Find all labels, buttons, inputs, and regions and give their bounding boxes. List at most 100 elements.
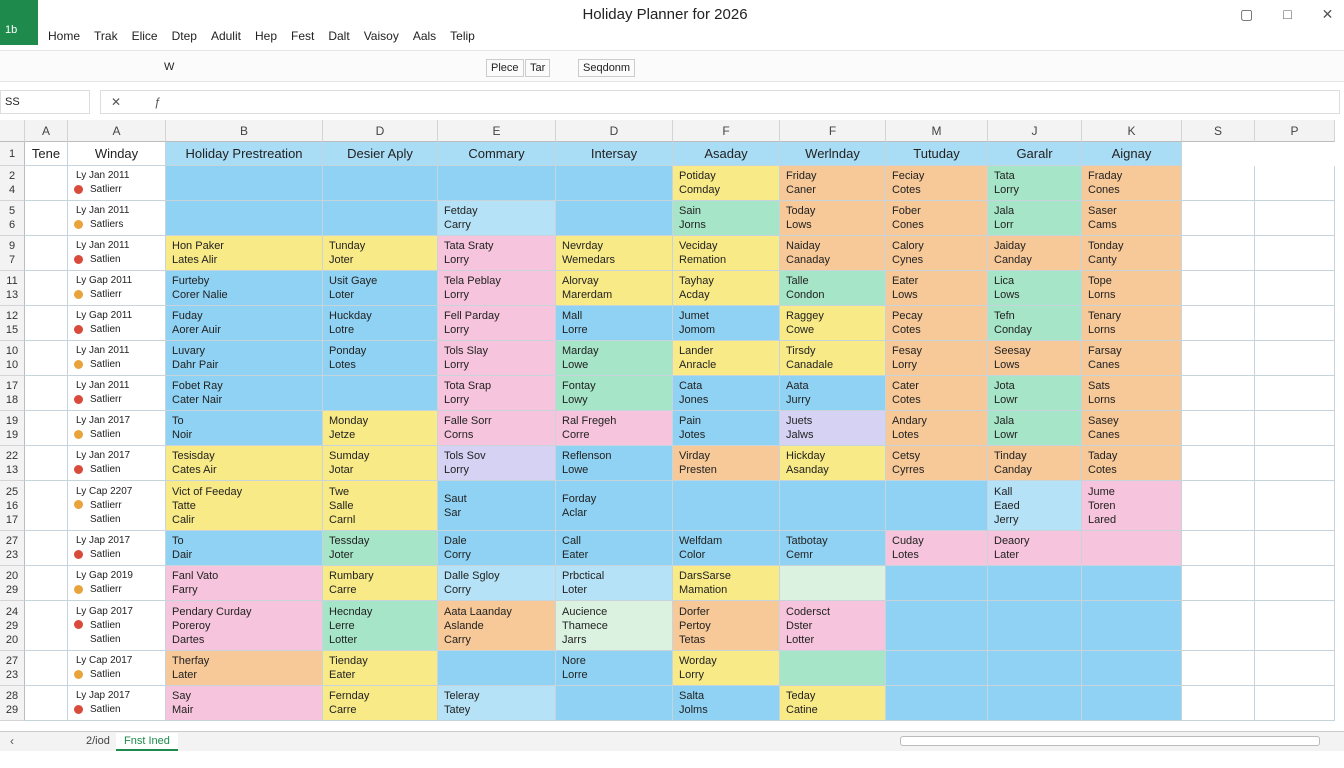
cell[interactable]: Dorfer Pertoy Tetas — [673, 601, 780, 651]
cell[interactable] — [1182, 651, 1255, 686]
cell[interactable]: Marday Lowe — [556, 341, 673, 376]
cell[interactable] — [323, 166, 438, 201]
cell[interactable]: Fetday Carry — [438, 201, 556, 236]
column-header[interactable]: F — [780, 120, 886, 142]
cell[interactable] — [25, 651, 68, 686]
row-number[interactable]: 24 29 20 — [0, 601, 25, 651]
cell[interactable]: Raggey Cowe — [780, 306, 886, 341]
cell[interactable]: Aucience Thamece Jarrs — [556, 601, 673, 651]
sheet-tab[interactable]: Fnst Ined — [116, 733, 178, 751]
date-cell[interactable]: Ly Jan 2011 Satliers — [68, 201, 166, 236]
cell[interactable]: Codersct Dster Lotter — [780, 601, 886, 651]
cell[interactable]: Alorvay Marerdam — [556, 271, 673, 306]
cell[interactable] — [1255, 376, 1335, 411]
column-header[interactable]: B — [166, 120, 323, 142]
cell[interactable]: Sumday Jotar — [323, 446, 438, 481]
column-header[interactable]: P — [1255, 120, 1335, 142]
cell[interactable] — [1255, 236, 1335, 271]
cell[interactable] — [1255, 531, 1335, 566]
cell[interactable]: Cata Jones — [673, 376, 780, 411]
cell[interactable]: Therfay Later — [166, 651, 323, 686]
cell[interactable]: Forday Aclar — [556, 481, 673, 531]
cell[interactable]: Teday Catine — [780, 686, 886, 721]
cell[interactable]: Tols Sov Lorry — [438, 446, 556, 481]
cell[interactable]: Dale Corry — [438, 531, 556, 566]
scrollbar[interactable] — [900, 736, 1320, 746]
cell[interactable]: Nevrday Wemedars — [556, 236, 673, 271]
cell[interactable] — [1082, 686, 1182, 721]
cell[interactable]: Tesisday Cates Air — [166, 446, 323, 481]
cell[interactable]: Saser Cams — [1082, 201, 1182, 236]
column-header[interactable]: A — [68, 120, 166, 142]
cell[interactable]: Veciday Remation — [673, 236, 780, 271]
cell[interactable]: Friday Caner — [780, 166, 886, 201]
cell[interactable]: Fanl Vato Farry — [166, 566, 323, 601]
cell[interactable]: To Noir — [166, 411, 323, 446]
cell[interactable]: Calory Cynes — [886, 236, 988, 271]
cell[interactable]: Prbctical Loter — [556, 566, 673, 601]
header-cell[interactable]: Desier Aply — [323, 142, 438, 166]
cell[interactable] — [25, 566, 68, 601]
formula-input[interactable]: ✕ ƒ — [100, 90, 1340, 114]
cell[interactable]: Talle Condon — [780, 271, 886, 306]
cell[interactable] — [1255, 306, 1335, 341]
cell[interactable]: Monday Jetze — [323, 411, 438, 446]
cell[interactable]: Fobet Ray Cater Nair — [166, 376, 323, 411]
cell[interactable] — [1255, 411, 1335, 446]
cell[interactable] — [1255, 271, 1335, 306]
cell[interactable]: Cuday Lotes — [886, 531, 988, 566]
menu-item[interactable]: Home — [48, 29, 81, 43]
cell[interactable]: Mall Lorre — [556, 306, 673, 341]
cell[interactable]: Fernday Carre — [323, 686, 438, 721]
cell[interactable] — [1082, 601, 1182, 651]
cell[interactable] — [556, 686, 673, 721]
toolbar-button[interactable]: Plece — [486, 59, 524, 77]
cell[interactable] — [25, 376, 68, 411]
column-header[interactable]: K — [1082, 120, 1182, 142]
sheet-tab[interactable]: 2/iod — [86, 735, 110, 747]
cell[interactable] — [25, 271, 68, 306]
date-cell[interactable]: Ly Jan 2011 Satlien — [68, 341, 166, 376]
cell[interactable] — [1255, 481, 1335, 531]
cell[interactable] — [1182, 306, 1255, 341]
cell[interactable] — [25, 481, 68, 531]
cell[interactable]: Tols Slay Lorry — [438, 341, 556, 376]
cell[interactable] — [886, 686, 988, 721]
cell[interactable] — [1255, 651, 1335, 686]
menu-item[interactable]: Trak — [94, 29, 118, 43]
header-cell[interactable]: Tutuday — [886, 142, 988, 166]
cell[interactable] — [25, 341, 68, 376]
row-number[interactable]: 27 23 — [0, 531, 25, 566]
date-cell[interactable]: Ly Jan 2017 Satlien — [68, 446, 166, 481]
cell[interactable]: Jota Lowr — [988, 376, 1082, 411]
cell[interactable] — [1255, 166, 1335, 201]
row-number[interactable]: 12 15 — [0, 306, 25, 341]
cell[interactable]: Fontay Lowy — [556, 376, 673, 411]
column-header[interactable]: M — [886, 120, 988, 142]
column-header[interactable]: J — [988, 120, 1082, 142]
cell[interactable]: Jala Lorr — [988, 201, 1082, 236]
cell[interactable]: Tata Sraty Lorry — [438, 236, 556, 271]
cell[interactable] — [1255, 566, 1335, 601]
toolbar-button[interactable]: Tar — [525, 59, 551, 77]
header-cell[interactable]: Winday — [68, 142, 166, 166]
cell[interactable]: Jala Lowr — [988, 411, 1082, 446]
column-header[interactable]: E — [438, 120, 556, 142]
cell[interactable]: Tonday Canty — [1082, 236, 1182, 271]
date-cell[interactable]: Ly Jan 2017 Satlien — [68, 411, 166, 446]
cell[interactable]: Seesay Lows — [988, 341, 1082, 376]
cell[interactable] — [1182, 686, 1255, 721]
cell[interactable]: Sain Jorns — [673, 201, 780, 236]
cell[interactable]: Pendary Curday Poreroy Dartes — [166, 601, 323, 651]
date-cell[interactable]: Ly Gap 2011 Satlierr — [68, 271, 166, 306]
date-cell[interactable]: Ly Gap 2019 Satlierr — [68, 566, 166, 601]
header-cell[interactable]: Asaday — [673, 142, 780, 166]
cell[interactable] — [988, 601, 1082, 651]
menu-item[interactable]: Telip — [450, 29, 475, 43]
cell[interactable] — [988, 651, 1082, 686]
cell[interactable]: Huckday Lotre — [323, 306, 438, 341]
cell[interactable]: Tefn Conday — [988, 306, 1082, 341]
row-number[interactable]: 25 16 17 — [0, 481, 25, 531]
cell[interactable]: Ponday Lotes — [323, 341, 438, 376]
